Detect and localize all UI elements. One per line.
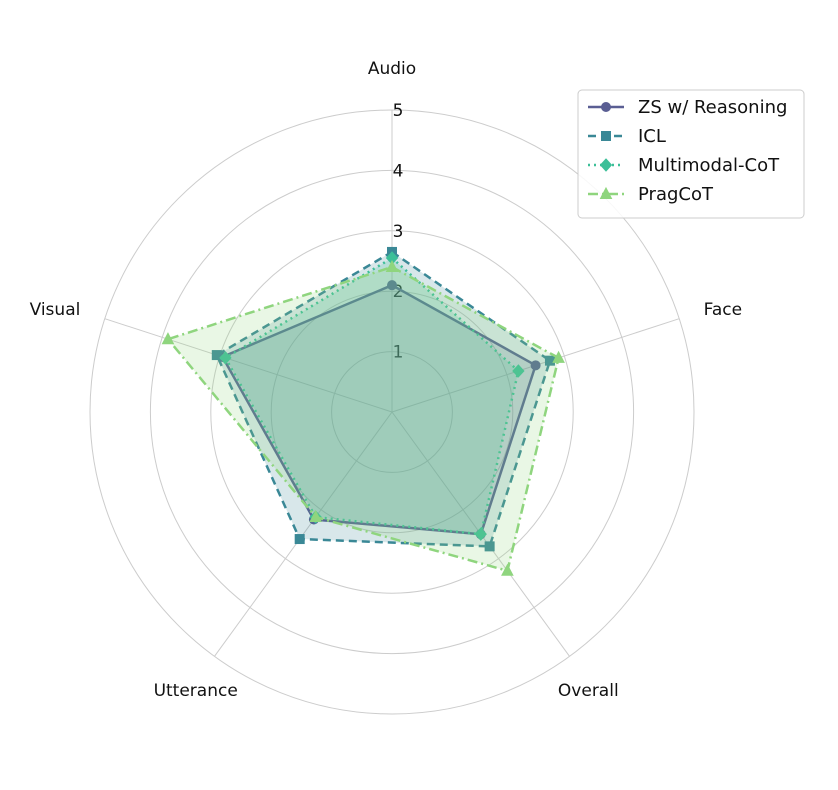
data-point [530, 360, 541, 371]
legend-label: ZS w/ Reasoning [638, 97, 787, 118]
axis-label-visual: Visual [30, 300, 81, 320]
radial-tick-labels: 1 2 3 4 5 [393, 101, 404, 363]
series-line [166, 265, 560, 573]
data-point [219, 351, 232, 365]
series [161, 246, 565, 576]
data-point [501, 563, 514, 576]
legend-marker [599, 158, 613, 172]
data-point [387, 280, 397, 291]
legend-label: Multimodal-CoT [638, 155, 780, 176]
series-area [222, 285, 536, 535]
legend-marker [599, 186, 613, 199]
legend-frame [577, 89, 805, 219]
legend-item-multimodal-cot: Multimodal-CoT [588, 155, 780, 176]
data-point [385, 259, 399, 273]
radial-tick-label: 1 [393, 343, 404, 363]
data-point [552, 350, 565, 363]
legend: ZS w/ Reasoning ICL Multimodal-CoT PragCoT [577, 89, 805, 219]
series-area [168, 267, 559, 571]
legend-item-pragcot: PragCoT [588, 184, 714, 205]
axis-label-face: Face [704, 300, 742, 320]
legend-item-zs-w-reasoning: ZS w/ Reasoning [588, 97, 787, 118]
data-point [211, 350, 222, 361]
radial-tick-label: 5 [393, 101, 404, 121]
axis-label-audio: Audio [368, 59, 416, 79]
data-point [161, 332, 175, 345]
series-line [215, 250, 552, 548]
series-pragcot [161, 259, 565, 576]
legend-marker [601, 102, 611, 112]
radial-tick-label: 2 [393, 282, 404, 302]
data-point [474, 527, 487, 541]
legend-marker [601, 131, 611, 141]
legend-label: PragCoT [638, 184, 714, 205]
series-line [224, 256, 520, 536]
axis-labels: Audio Face Overall Utterance Visual [30, 59, 743, 701]
data-point [294, 534, 305, 545]
legend-item-icl: ICL [588, 126, 666, 147]
legend-label: ICL [638, 126, 666, 147]
grid-spoke [104, 318, 393, 413]
series-area [225, 258, 519, 535]
radial-tick-label: 3 [393, 222, 404, 242]
data-point [484, 541, 495, 552]
data-point [309, 509, 322, 523]
data-point [512, 364, 525, 378]
series-area [216, 251, 551, 547]
axis-label-overall: Overall [558, 681, 619, 701]
radial-tick-label: 4 [393, 161, 404, 181]
series-line [221, 283, 537, 536]
axis-label-utterance: Utterance [154, 681, 238, 701]
